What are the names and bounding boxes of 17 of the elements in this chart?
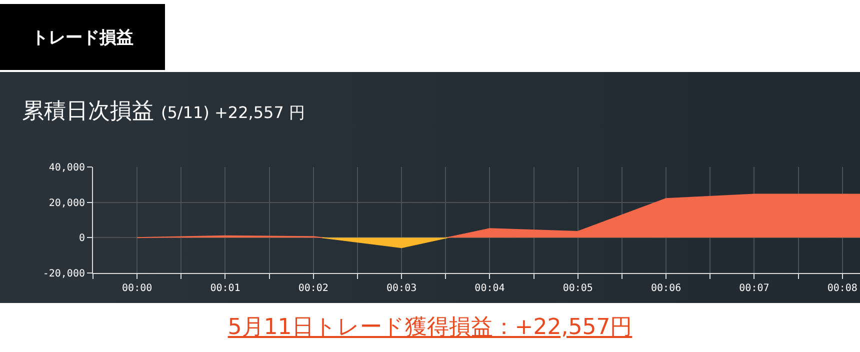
x-tick-label: 00:02 bbox=[298, 283, 328, 294]
chart-title: 累積日次損益 bbox=[22, 99, 154, 124]
x-tick-label: 00:08 bbox=[827, 283, 858, 294]
y-tick-label: 0 bbox=[78, 233, 85, 244]
x-tick-label: 00:05 bbox=[562, 283, 593, 294]
y-tick-label: 40,000 bbox=[48, 162, 85, 174]
text: トレード損益 bbox=[0, 4, 165, 70]
x-tick-label: 00:06 bbox=[650, 283, 682, 294]
chart-subtitle: (5/11) +22,557 円 bbox=[161, 103, 305, 122]
text: 5月11日トレード獲得損益：+22,557円 bbox=[226, 314, 634, 342]
x-tick-label: 00:04 bbox=[474, 283, 505, 294]
x-tick-label: 00:01 bbox=[210, 283, 240, 294]
y-tick-label: -20,000 bbox=[42, 268, 85, 280]
x-tick-label: 00:07 bbox=[739, 283, 770, 294]
x-tick-label: 00:00 bbox=[122, 283, 152, 294]
x-tick-label: 00:03 bbox=[386, 283, 417, 294]
y-tick-label: 20,000 bbox=[48, 198, 85, 209]
